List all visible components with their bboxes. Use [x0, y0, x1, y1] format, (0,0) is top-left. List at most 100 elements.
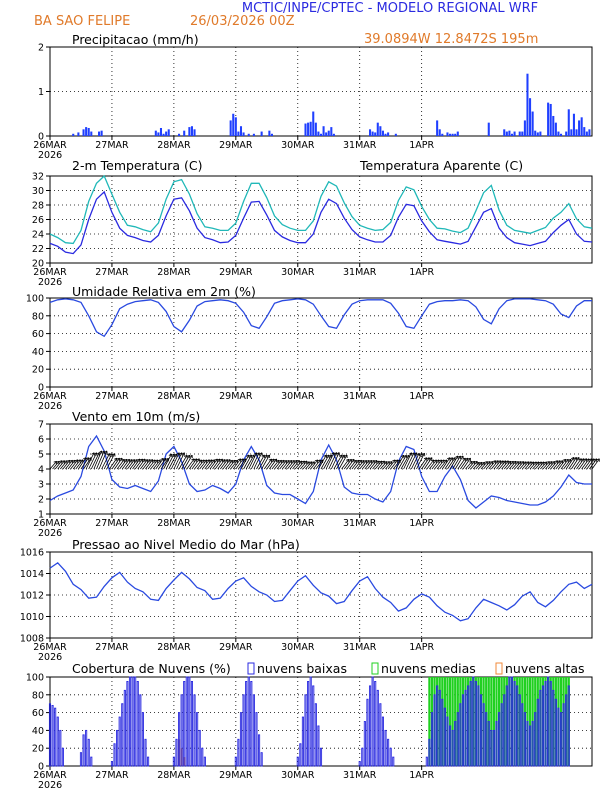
- date-label: 30MAR: [281, 267, 315, 278]
- cloud-mid-bar: [456, 677, 459, 766]
- precip-bar: [381, 130, 384, 136]
- cloud-low-bar: [492, 729, 495, 767]
- cloud-mid-bar: [497, 677, 501, 766]
- y-tick-label: 0: [38, 383, 44, 394]
- precip-bar: [384, 133, 387, 136]
- cloud-low-bar: [79, 752, 83, 767]
- precip-bar: [162, 133, 165, 136]
- cloud-mid-bar: [559, 677, 563, 766]
- wind-arrow: [232, 458, 241, 470]
- wind-arrow: [429, 459, 437, 470]
- wind-arrow-head: [430, 459, 435, 463]
- wind-arrow: [70, 459, 79, 470]
- wind-arrow-head: [423, 457, 428, 461]
- wind-arrow: [514, 461, 522, 470]
- precip-bar: [319, 133, 323, 136]
- cloud-mid-bar: [428, 677, 431, 766]
- cloud-low-bar: [307, 681, 310, 767]
- cloud-low-bar: [490, 729, 493, 767]
- wind-arrow: [307, 461, 315, 470]
- y-tick-label: 1010: [20, 612, 44, 623]
- date-label: 29MAR: [219, 391, 253, 402]
- cloud-low-bar: [474, 681, 477, 767]
- precip-bar: [575, 129, 578, 136]
- wind-arrow: [472, 462, 480, 470]
- cloud-mid-bar: [446, 677, 449, 766]
- cloud-mid-bar: [508, 677, 511, 766]
- year-label: 2026: [38, 780, 62, 791]
- precip-bar: [309, 121, 312, 136]
- precip-bar: [536, 132, 539, 136]
- wind-arrow-head: [565, 458, 569, 463]
- cloud-low-bar: [459, 703, 462, 767]
- wind-arrow: [274, 459, 282, 470]
- wind-arrow: [516, 461, 524, 470]
- wind-arrow: [503, 460, 512, 470]
- wind-arrow-head: [181, 452, 186, 456]
- wind-arrow: [315, 459, 324, 470]
- precip-bar: [77, 132, 80, 136]
- wind-arrow: [444, 457, 453, 470]
- wind-arrow: [542, 461, 550, 470]
- cloud-low-bar: [314, 703, 317, 767]
- precip-bar: [369, 129, 372, 136]
- precip-bar: [242, 132, 245, 136]
- precip-bar: [82, 129, 85, 136]
- precip-bar: [260, 131, 263, 136]
- date-label: 1APR: [409, 770, 434, 781]
- cloud-low-bar: [312, 685, 315, 767]
- cloud-low-bar: [477, 685, 480, 767]
- panel-0: 0 1 2 26MAR 27MAR 28MAR 29MAR 30MAR 31MAR 1APR 202…: [33, 32, 593, 161]
- wind-arrow: [491, 460, 499, 470]
- cloud-high-bar: [177, 739, 181, 766]
- precip-bar: [252, 133, 255, 136]
- precip-bar: [193, 129, 196, 136]
- cloud-low-bar: [513, 681, 516, 767]
- y-tick-label: 1016: [20, 548, 44, 559]
- cloud-low-bar: [245, 681, 248, 767]
- cloud-low-bar: [85, 729, 88, 767]
- wind-arrow: [506, 460, 514, 470]
- wind-arrow: [467, 460, 476, 470]
- cloud-low-bar: [234, 756, 237, 767]
- wind-arrow: [155, 458, 164, 470]
- cloud-low-bar: [361, 747, 364, 767]
- precip-bar: [387, 132, 390, 136]
- precip-bar: [100, 130, 103, 136]
- cloud-low-bar: [389, 747, 392, 767]
- wind-arrow: [178, 455, 188, 470]
- date-label: 31MAR: [343, 391, 377, 402]
- wind-arrow: [441, 457, 451, 470]
- wind-arrow-head: [593, 458, 598, 462]
- wind-arrow: [191, 458, 200, 470]
- y-tick-label: 60: [32, 708, 44, 719]
- cloud-low-bar: [469, 681, 472, 767]
- wind-arrow-head: [147, 459, 151, 463]
- cloud-low-bar: [446, 716, 449, 767]
- wind-arrow-head: [211, 459, 215, 463]
- wind-arrow: [431, 459, 440, 470]
- cloud-mid-bar: [552, 677, 555, 766]
- cloud-low-bar: [379, 703, 382, 767]
- cloud-mid-bar: [562, 677, 565, 766]
- wind-arrow: [434, 459, 442, 470]
- wind-arrow-head: [85, 457, 89, 461]
- precip-bar: [188, 127, 191, 136]
- y-tick-label: 20: [32, 744, 44, 755]
- year-label: 2026: [38, 277, 62, 288]
- date-label: 29MAR: [219, 770, 253, 781]
- y-tick-label: 1014: [20, 569, 44, 580]
- cloud-low-bar: [242, 694, 245, 767]
- cloud-high-bar: [180, 748, 183, 766]
- panel-title: Pressao ao Nivel Medio do Mar (hPa): [72, 537, 300, 552]
- precip-bar: [549, 103, 552, 136]
- precip-bar: [580, 117, 583, 136]
- precip-bar: [531, 111, 534, 136]
- precip-bar: [229, 120, 232, 136]
- cloud-low-bar: [358, 761, 361, 767]
- precip-bar: [487, 122, 490, 136]
- wind-arrow: [336, 454, 345, 470]
- cloud-low-bar: [183, 681, 186, 767]
- wind-arrow: [351, 459, 360, 470]
- date-label: 26MAR: [33, 140, 67, 151]
